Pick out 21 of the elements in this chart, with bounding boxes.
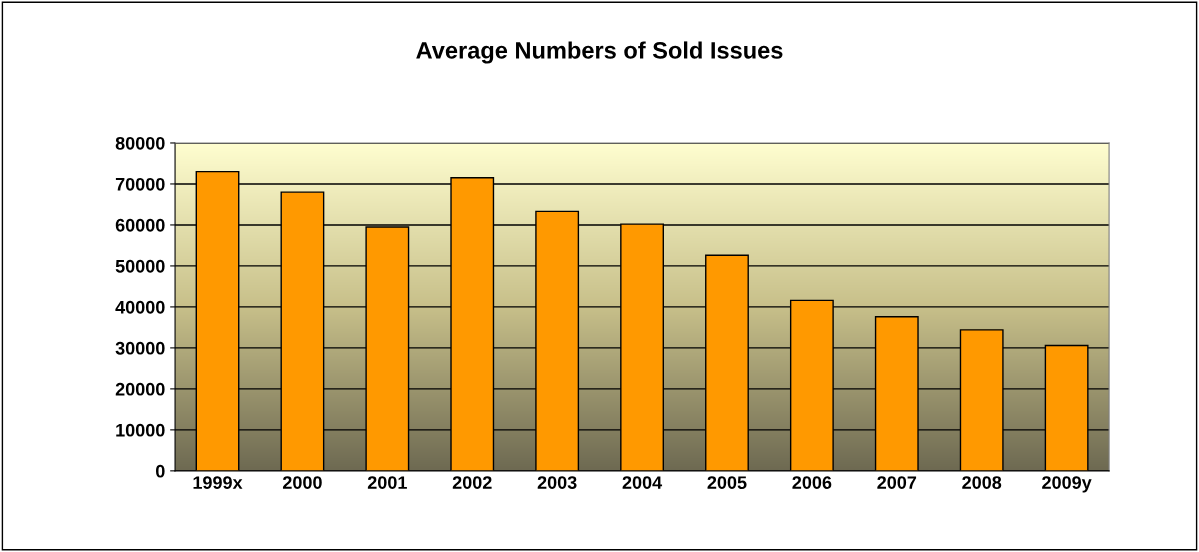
y-tick-label: 10000 xyxy=(116,423,165,437)
y-tick-label: 60000 xyxy=(115,218,165,232)
x-tick-label: 2001 xyxy=(367,476,407,489)
x-tick-label: 2007 xyxy=(877,476,917,489)
y-tick-label: 80000 xyxy=(115,136,165,150)
y-tick-label: 50000 xyxy=(115,259,165,273)
x-tick-label: 2005 xyxy=(707,476,747,489)
y-tick-label: 30000 xyxy=(115,341,165,355)
y-tick-label: 0 xyxy=(156,464,165,478)
x-tick-label: 2009y xyxy=(1042,476,1092,493)
x-tick-label: 2003 xyxy=(537,476,577,489)
chart-title: Average Numbers of Sold Issues xyxy=(416,41,783,64)
x-tick-label: 2002 xyxy=(452,476,492,489)
x-tick-label: 1999x xyxy=(193,476,243,489)
y-tick-label: 20000 xyxy=(115,382,165,396)
x-tick-label: 2000 xyxy=(282,476,322,489)
x-tick-label: 2008 xyxy=(962,476,1002,489)
y-tick-label: 40000 xyxy=(115,300,165,314)
x-tick-label: 2004 xyxy=(622,476,663,489)
x-tick-label: 2006 xyxy=(792,476,832,489)
y-tick-label: 70000 xyxy=(115,177,165,191)
